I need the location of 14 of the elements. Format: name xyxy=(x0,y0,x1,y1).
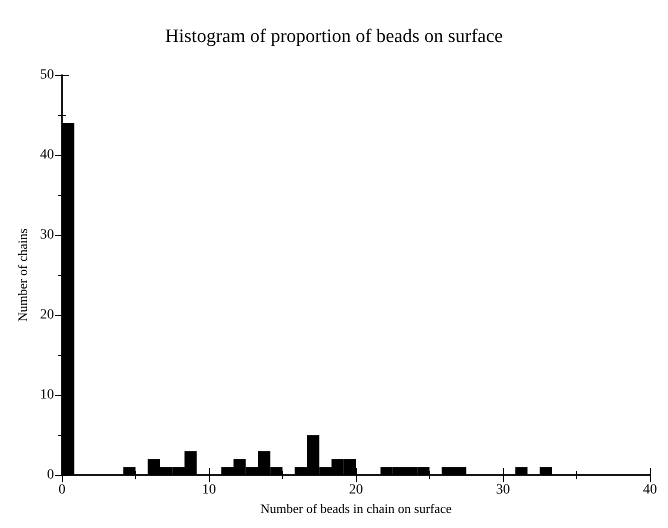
y-tick-label: 40 xyxy=(40,148,54,163)
x-tick-label: 10 xyxy=(202,482,216,498)
x-axis-title: Number of beads in chain on surface xyxy=(260,501,452,516)
x-tick-label: 0 xyxy=(58,482,66,498)
y-tick-label: 10 xyxy=(40,388,54,403)
y-tick-label: 20 xyxy=(40,308,54,323)
x-tick-label: 30 xyxy=(496,482,510,498)
x-tick-label: 20 xyxy=(349,482,363,498)
x-tick-label: 40 xyxy=(643,482,657,498)
y-axis-title: Number of chains xyxy=(15,228,30,322)
y-tick-label: 0 xyxy=(47,468,54,483)
chart-title: Histogram of proportion of beads on surface xyxy=(165,26,503,47)
y-tick-label: 30 xyxy=(40,228,54,243)
y-tick-label: 50 xyxy=(40,68,54,82)
